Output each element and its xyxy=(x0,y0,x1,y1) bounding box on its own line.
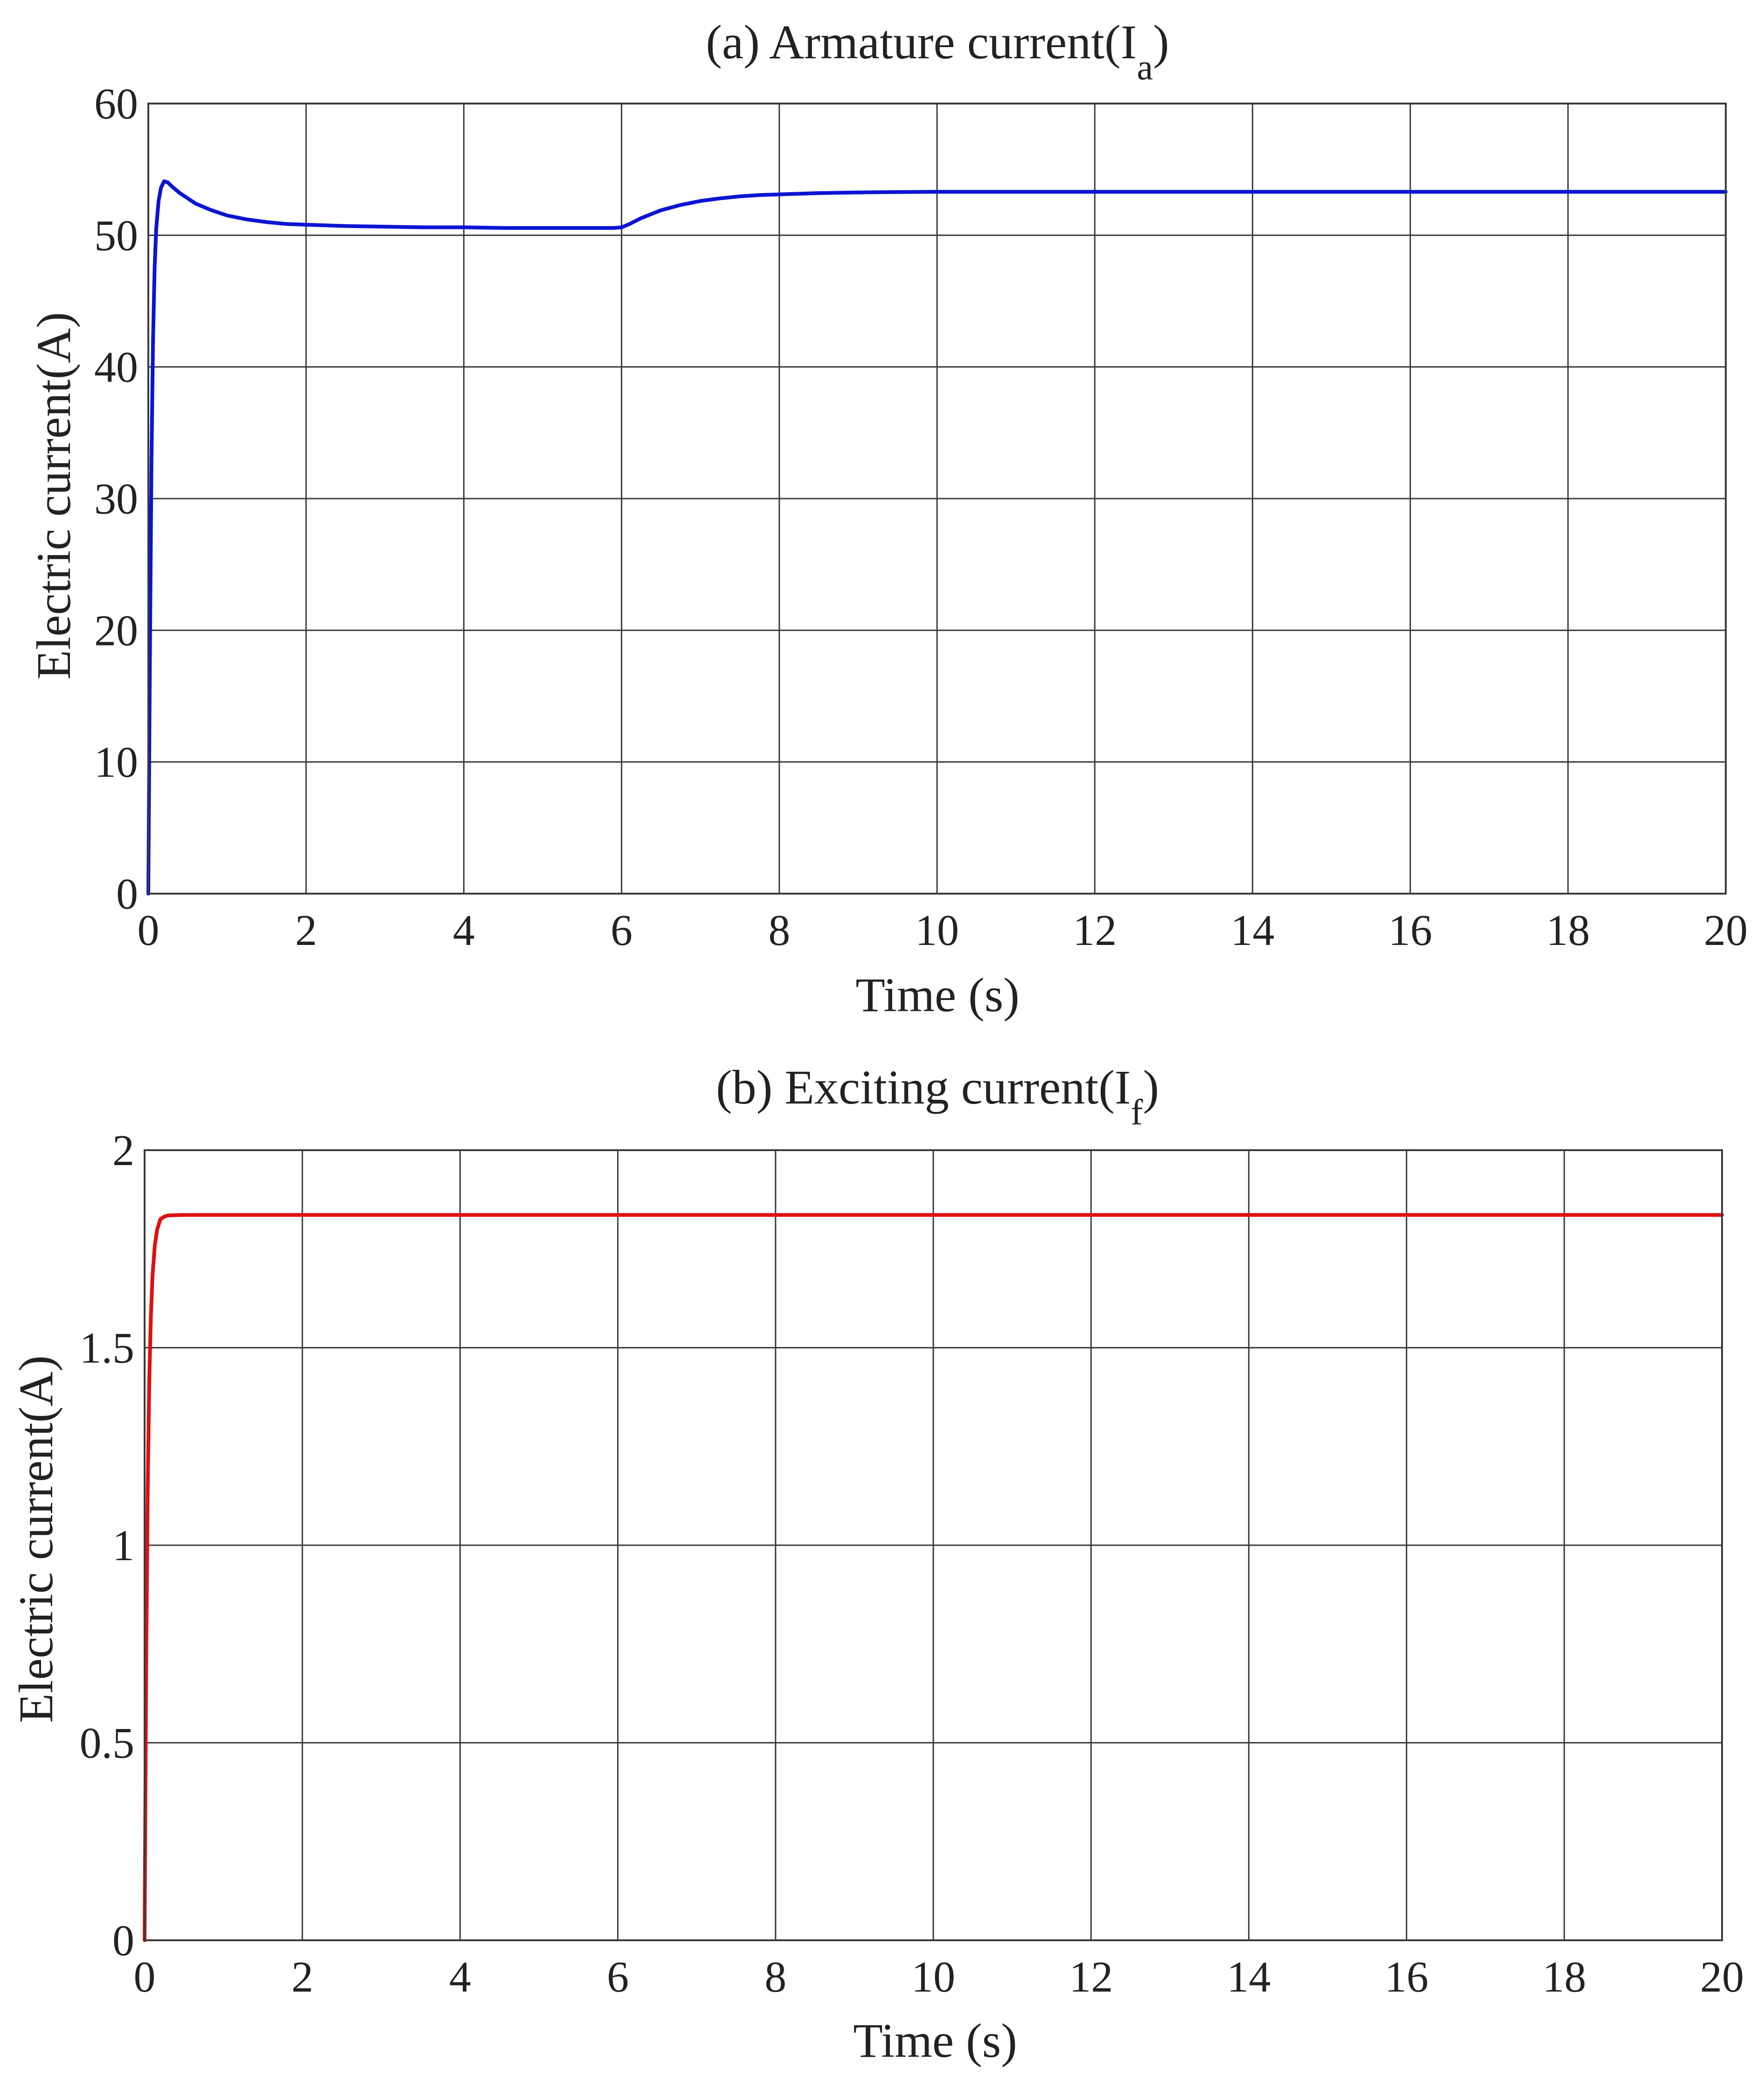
x-axis-label: Time (s) xyxy=(853,2014,1017,2068)
x-tick-label: 4 xyxy=(449,1953,471,2001)
y-axis-label: Electric current(A) xyxy=(9,1355,63,1723)
y-tick-label: 1 xyxy=(112,1521,134,1570)
x-tick-label: 6 xyxy=(607,1953,629,2001)
chart-exciting-current: (b) Exciting current(If) 0 2 4 6 8 10 12 14 16 18… xyxy=(9,1061,1744,2068)
y-tick-label: 0.5 xyxy=(80,1719,135,1768)
x-axis-ticks: 0 2 4 6 8 10 12 14 16 18 20 xyxy=(138,906,1748,955)
armature-current-line xyxy=(146,179,1728,896)
y-tick-label: 40 xyxy=(94,343,138,392)
x-tick-label: 2 xyxy=(295,906,317,955)
x-tick-label: 20 xyxy=(1704,906,1748,955)
x-tick-label: 8 xyxy=(764,1953,786,2001)
x-tick-label: 14 xyxy=(1230,906,1274,955)
x-tick-label: 18 xyxy=(1546,906,1590,955)
y-tick-label: 0 xyxy=(112,1916,134,1965)
x-tick-label: 16 xyxy=(1385,1953,1429,2001)
y-axis-label: Electric current(A) xyxy=(27,312,81,680)
x-tick-label: 16 xyxy=(1389,906,1432,955)
x-tick-label: 4 xyxy=(453,906,475,955)
exciting-current-line xyxy=(143,1213,1724,1942)
y-tick-label: 10 xyxy=(94,738,138,787)
x-tick-label: 2 xyxy=(292,1953,313,2001)
x-tick-label: 18 xyxy=(1542,1953,1586,2001)
x-tick-label: 6 xyxy=(611,906,632,955)
x-tick-label: 12 xyxy=(1073,906,1117,955)
y-axis-ticks: 0 0.5 1 1.5 2 xyxy=(80,1126,135,1965)
plot-frame xyxy=(147,103,1727,895)
grid xyxy=(147,103,1727,895)
y-tick-label: 1.5 xyxy=(80,1324,135,1373)
x-axis-label: Time (s) xyxy=(855,968,1020,1022)
plot-frame xyxy=(144,1149,1723,1941)
chart-title: (a) Armature current(Ia) xyxy=(706,15,1169,87)
y-tick-label: 30 xyxy=(94,475,138,523)
x-tick-label: 14 xyxy=(1227,1953,1271,2001)
x-tick-label: 8 xyxy=(768,906,790,955)
y-tick-label: 50 xyxy=(94,211,138,260)
x-tick-label: 12 xyxy=(1069,1953,1113,2001)
y-axis-ticks: 0 10 20 30 40 50 60 xyxy=(94,80,138,918)
x-tick-label: 0 xyxy=(134,1953,156,2001)
chart-title: (b) Exciting current(If) xyxy=(716,1061,1159,1132)
x-tick-label: 20 xyxy=(1700,1953,1744,2001)
y-tick-label: 20 xyxy=(94,606,138,655)
chart-armature-current: (a) Armature current(Ia) 0 2 4 6 8 10 12 14 16 18… xyxy=(27,15,1748,1022)
y-tick-label: 2 xyxy=(112,1126,134,1175)
y-tick-label: 0 xyxy=(116,870,138,918)
y-tick-label: 60 xyxy=(94,80,138,128)
x-tick-label: 0 xyxy=(138,906,160,955)
x-tick-label: 10 xyxy=(915,906,959,955)
grid xyxy=(144,1149,1723,1941)
x-tick-label: 10 xyxy=(911,1953,955,2001)
x-axis-ticks: 0 2 4 6 8 10 12 14 16 18 20 xyxy=(134,1953,1744,2001)
